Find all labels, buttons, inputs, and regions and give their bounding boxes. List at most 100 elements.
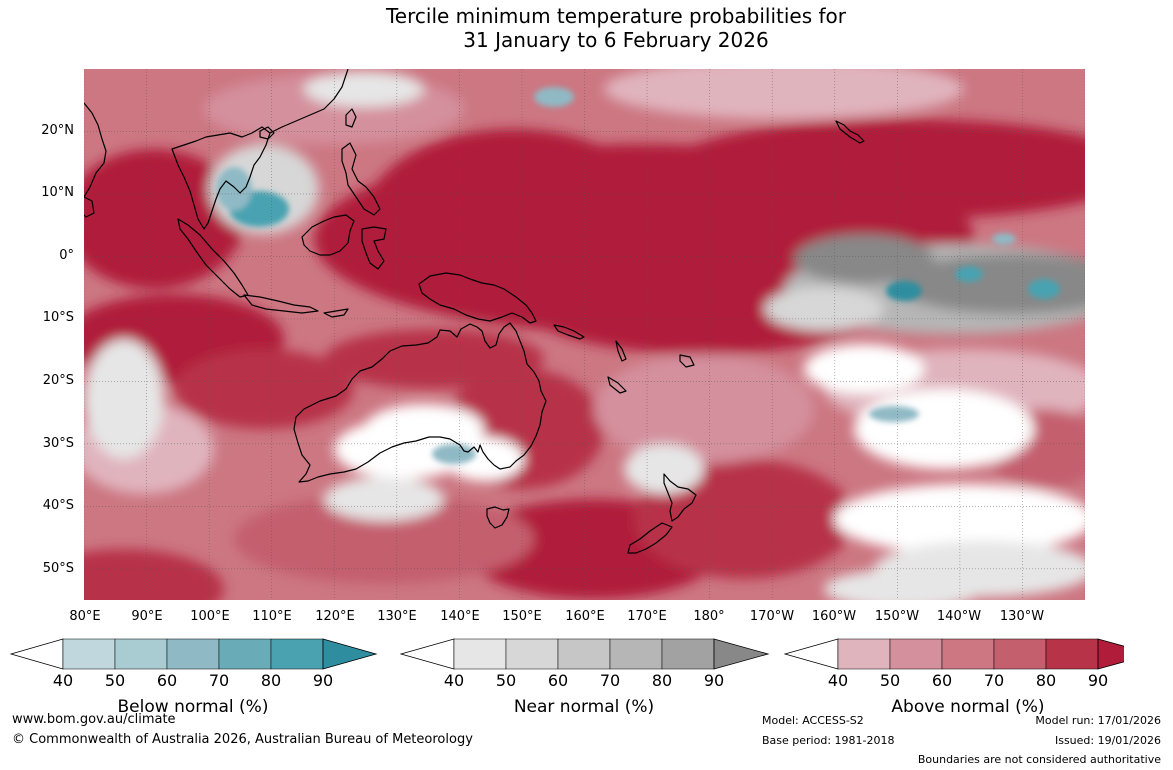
colorbar-above-tick: 70 xyxy=(983,671,1005,690)
coast-borneo xyxy=(301,214,355,256)
lon-label: 100°E xyxy=(190,609,230,624)
colorbar-segment xyxy=(505,638,559,670)
probability-patch xyxy=(84,549,224,600)
lat-label-10s: 10°S xyxy=(42,310,74,325)
probability-patch xyxy=(234,494,534,584)
lon-label: 150°E xyxy=(502,609,542,624)
probability-patch xyxy=(304,71,424,107)
lon-label: 120°E xyxy=(315,609,355,624)
probability-patch xyxy=(324,329,544,389)
lon-label: 180° xyxy=(693,609,725,624)
colorbar-above-tick: 60 xyxy=(931,671,953,690)
colorbar-low-arrow xyxy=(784,638,839,670)
lat-label-20n: 20°N xyxy=(41,123,74,138)
coast-solomons xyxy=(553,324,585,340)
colorbar-above-tick: 90 xyxy=(1087,671,1109,690)
colorbar-above-normal xyxy=(784,638,1124,670)
lon-label: 110°E xyxy=(252,609,292,624)
probability-patch xyxy=(604,69,964,119)
lat-label-0: 0° xyxy=(59,248,74,263)
footer-base-period: Base period: 1981-2018 xyxy=(762,734,895,747)
probability-patch xyxy=(854,389,1034,469)
lat-label-20s: 20°S xyxy=(42,373,74,388)
lon-label: 170°W xyxy=(749,609,795,624)
colorbar-below-tick: 40 xyxy=(52,671,74,690)
probability-patch xyxy=(534,87,574,107)
colorbar-above-tick: 50 xyxy=(879,671,901,690)
probability-patch xyxy=(664,119,1085,219)
colorbar-above-tick: 80 xyxy=(1035,671,1057,690)
colorbar-segment xyxy=(270,638,324,670)
colorbar-below-tick: 50 xyxy=(104,671,126,690)
colorbar-near-tick: 50 xyxy=(495,671,517,690)
colorbar-near-tick: 80 xyxy=(651,671,673,690)
colorbar-segment xyxy=(837,638,891,670)
coast-tasmania xyxy=(486,506,510,529)
map-title: Tercile minimum temperature probabilitie… xyxy=(0,4,1173,52)
coast-vanuatu xyxy=(615,340,627,362)
probability-patch xyxy=(955,266,983,282)
coast-new-caledonia xyxy=(607,376,627,394)
probability-patch xyxy=(84,149,244,289)
colorbar-segment xyxy=(661,638,715,670)
colorbar-segment xyxy=(889,638,943,670)
probability-patch xyxy=(886,281,922,301)
lon-label: 130°E xyxy=(377,609,417,624)
colorbar-high-arrow xyxy=(322,638,378,670)
probability-patch xyxy=(764,287,884,331)
coast-nz-north xyxy=(663,473,697,522)
lon-label: 140°W xyxy=(936,609,982,624)
colorbar-high-arrow xyxy=(1097,638,1124,670)
coast-fiji xyxy=(679,354,695,368)
probability-patch xyxy=(869,406,919,422)
coast-indochina xyxy=(171,126,271,230)
colorbar-below-tick: 90 xyxy=(312,671,334,690)
colorbar-below-tick: 80 xyxy=(260,671,282,690)
colorbar-segment xyxy=(453,638,507,670)
colorbar-near-tick: 60 xyxy=(547,671,569,690)
coast-philippines xyxy=(341,142,381,216)
lon-label: 170°E xyxy=(627,609,667,624)
colorbar-above-title: Above normal (%) xyxy=(891,697,1045,717)
colorbar-near-tick: 70 xyxy=(599,671,621,690)
coast-china xyxy=(269,69,349,134)
coast-new-guinea xyxy=(418,272,537,324)
colorbar-near-tick: 40 xyxy=(443,671,465,690)
lon-label: 160°E xyxy=(565,609,605,624)
colorbar-segment xyxy=(62,638,116,670)
probability-patch xyxy=(804,344,924,394)
colorbar-segment xyxy=(993,638,1047,670)
footer-issued: Issued: 19/01/2026 xyxy=(1054,734,1161,747)
coast-australia xyxy=(293,322,547,483)
footer-model-run: Model run: 17/01/2026 xyxy=(1035,714,1161,727)
colorbar-segment xyxy=(218,638,272,670)
probability-map-canvas xyxy=(84,69,1085,600)
footer-disclaimer: Boundaries are not considered authoritat… xyxy=(917,753,1161,766)
coast-sulawesi xyxy=(361,226,387,270)
coast-timor xyxy=(323,308,349,318)
coast-hainan xyxy=(259,126,275,140)
lon-label: 90°E xyxy=(131,609,163,624)
lat-label-50s: 50°S xyxy=(42,561,74,576)
coast-nz-south xyxy=(627,522,673,554)
lon-label: 160°W xyxy=(811,609,857,624)
coast-sri-lanka xyxy=(84,196,95,218)
lon-label: 130°W xyxy=(999,609,1045,624)
colorbar-low-arrow xyxy=(10,638,64,670)
probability-patch xyxy=(174,349,354,429)
colorbar-segment xyxy=(557,638,611,670)
probability-patch xyxy=(824,569,984,600)
lon-label: 140°E xyxy=(440,609,480,624)
colorbar-high-arrow xyxy=(713,638,770,670)
colorbar-segment xyxy=(114,638,168,670)
map-title-line1: Tercile minimum temperature probabilitie… xyxy=(385,4,847,28)
lon-label: 80°E xyxy=(69,609,101,624)
probability-patch xyxy=(992,233,1016,245)
colorbar-near-title: Near normal (%) xyxy=(513,697,655,717)
footer-copyright: © Commonwealth of Australia 2026, Austra… xyxy=(12,732,473,747)
colorbar-low-arrow xyxy=(400,638,455,670)
probability-patch xyxy=(794,234,934,284)
probability-patch xyxy=(84,339,164,459)
lon-label: 150°W xyxy=(874,609,920,624)
probability-patch xyxy=(216,167,252,211)
